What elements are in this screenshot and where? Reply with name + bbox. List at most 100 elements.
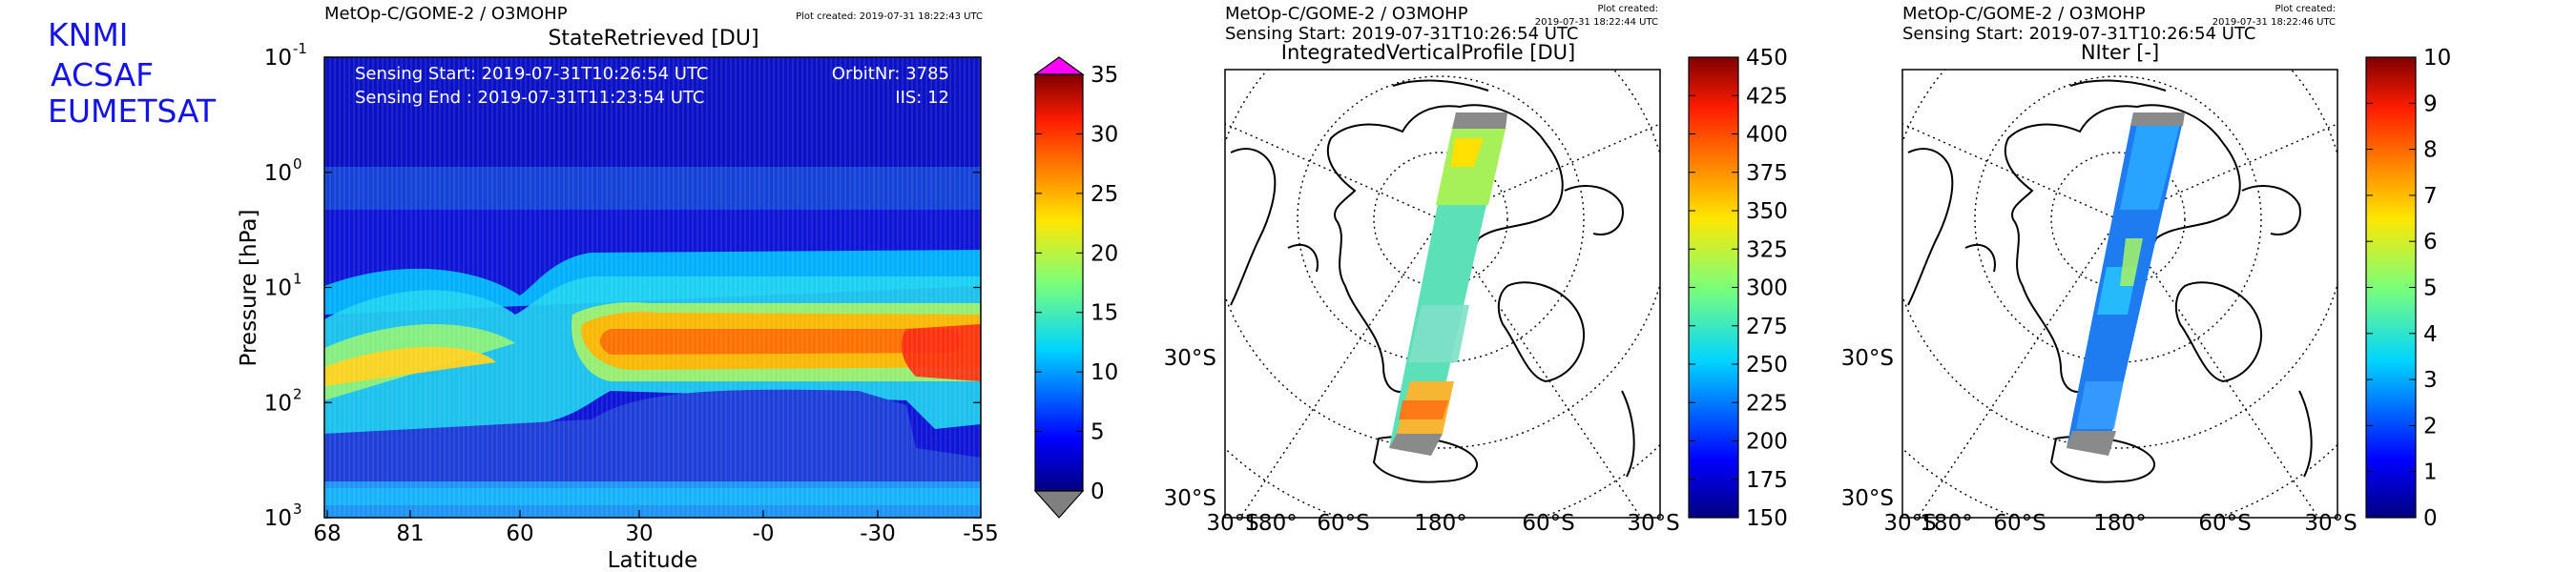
colorbar-tick-label: 20 — [1091, 241, 1118, 266]
plot-created-1: Plot created: 2019-07-31 18:22:43 UTC — [796, 11, 983, 22]
colorbar-tick-label: 0 — [1091, 480, 1105, 504]
colorbar-tick-label: 250 — [1746, 353, 1788, 378]
colorbar-tick-label: 275 — [1746, 315, 1788, 339]
colorbar-tick-label: 375 — [1746, 161, 1788, 186]
colorbar-tick-label: 25 — [1091, 182, 1118, 207]
heatmap-y-tick-label: 10 — [264, 276, 292, 301]
heatmap-panel: MetOp-C/GOME-2 / O3MOHP Plot created: 20… — [237, 4, 1118, 572]
coastlines-2 — [1907, 79, 2313, 483]
heatmap-y-tick-exponent: 0 — [293, 155, 302, 173]
colorbar-tick-label: 10 — [1091, 360, 1118, 385]
lon-label-1e: 60°S — [1522, 511, 1574, 536]
colorbar-tick-label: 4 — [2423, 322, 2438, 347]
colorbar-tick-label: 350 — [1746, 199, 1788, 224]
colorbar-tick-label: 225 — [1746, 391, 1788, 416]
colorbar-tick-label: 6 — [2423, 230, 2438, 255]
map-panel-2: MetOp-C/GOME-2 / O3MOHP Plot created: 20… — [1841, 4, 2452, 536]
colorbar-over-arrow — [1033, 56, 1085, 75]
colorbar-tick-label: 175 — [1746, 468, 1788, 493]
heatmap-ylabel: Pressure [hPa] — [237, 210, 261, 367]
colorbar-tick-label: 0 — [2423, 506, 2438, 531]
lon-label-1a: 30°S — [1206, 511, 1258, 536]
info-iis: IIS: 12 — [895, 88, 949, 108]
heatmap-x-tick-label: 60 — [506, 521, 533, 546]
colorbar-tick-label: 10 — [2423, 46, 2451, 71]
heatmap-y-tick-exponent: 3 — [293, 500, 302, 518]
lon-label-2b: 180° — [1920, 511, 1972, 536]
plot-created-3: Plot created: — [2275, 4, 2337, 14]
heatmap-xlabel: Latitude — [608, 548, 698, 572]
heatmap-x-tick-label: 30 — [625, 521, 653, 546]
heatmap-y-tick-exponent: -1 — [293, 40, 307, 57]
lon-label-1b: 180° — [1244, 511, 1297, 536]
swath-1 — [1389, 112, 1507, 456]
heatmap-x-tick-label: -0 — [753, 521, 775, 546]
heatmap-x-tick-label: -55 — [963, 521, 999, 546]
colorbar-tick-label: 400 — [1746, 123, 1788, 148]
colorbar-1: 0 5 10 15 20 25 30 35 — [1033, 56, 1118, 519]
map-panel-1: MetOp-C/GOME-2 / O3MOHP Plot created: 20… — [1164, 4, 1788, 536]
heatmap-x-ticks: 68 81 60 30 -0 -30 -55 — [313, 510, 999, 546]
colorbar-tick-label: 7 — [2423, 184, 2438, 209]
colorbar-tick-label: 325 — [1746, 237, 1788, 262]
heatmap-field — [324, 57, 981, 518]
colorbar-tick-label: 1 — [2423, 460, 2438, 485]
lat-label-2b: 30°S — [1841, 486, 1894, 511]
lon-label-2f: 30°S — [2304, 511, 2357, 536]
colorbar-tick-label: 15 — [1091, 301, 1118, 326]
colorbar-tick-label: 425 — [1746, 84, 1788, 109]
plot-created-time-2: 2019-07-31 18:22:44 UTC — [1535, 17, 1658, 28]
plot-created-time-3: 2019-07-31 18:22:46 UTC — [2212, 17, 2336, 28]
heatmap-x-tick-label: -30 — [860, 521, 896, 546]
lon-label-1d: 180° — [1414, 511, 1466, 536]
colorbar-tick-label: 8 — [2423, 138, 2438, 163]
map-field-2 — [1902, 70, 2337, 518]
org-label-acsaf: ACSAF — [51, 56, 155, 93]
colorbar-tick-label: 150 — [1746, 506, 1788, 531]
swath-2 — [2067, 112, 2185, 456]
heatmap-y-tick-label: 10 — [264, 46, 292, 71]
lon-label-1f: 30°S — [1627, 511, 1679, 536]
colorbar-2: 150 175 200 225 250 275 300 325 350 375 400 425 450 — [1688, 46, 1788, 531]
colorbar-tick-label: 30 — [1091, 122, 1118, 147]
colorbar-tick-label: 300 — [1746, 276, 1788, 301]
lon-label-1c: 60°S — [1317, 511, 1369, 536]
map-field-1 — [1225, 70, 1660, 518]
colorbar-under-arrow — [1033, 490, 1085, 519]
lat-label-2a: 30°S — [1841, 346, 1894, 371]
colorbar-tick-label: 3 — [2423, 368, 2438, 393]
heatmap-y-tick-label: 10 — [264, 506, 292, 531]
product-label-2: MetOp-C/GOME-2 / O3MOHP — [1225, 4, 1468, 24]
lat-label-1b: 30°S — [1164, 486, 1216, 511]
lon-label-2e: 60°S — [2198, 511, 2251, 536]
sensing-start-3: Sensing Start: 2019-07-31T10:26:54 UTC — [1902, 24, 2255, 44]
colorbar-tick-label: 2 — [2423, 414, 2438, 439]
heatmap-y-tick-exponent: 1 — [293, 271, 302, 288]
heatmap-y-tick-exponent: 2 — [293, 385, 302, 402]
colorbar-3: 0 1 2 3 4 5 6 7 8 9 10 — [2365, 46, 2451, 531]
colorbar-tick-label: 200 — [1746, 430, 1788, 455]
map-title-1: IntegratedVerticalProfile [DU] — [1281, 41, 1575, 64]
colorbar-tick-label: 450 — [1746, 46, 1788, 71]
info-sensing-end: Sensing End : 2019-07-31T11:23:54 UTC — [355, 88, 704, 108]
info-sensing-start: Sensing Start: 2019-07-31T10:26:54 UTC — [355, 64, 708, 84]
org-label-knmi: KNMI — [48, 16, 129, 53]
heatmap-y-tick-label: 10 — [264, 161, 292, 186]
heatmap-title: StateRetrieved [DU] — [548, 27, 758, 51]
colorbar-tick-label: 5 — [1091, 420, 1105, 445]
heatmap-x-tick-label: 81 — [396, 521, 424, 546]
lon-label-2c: 60°S — [1993, 511, 2046, 536]
product-label-3: MetOp-C/GOME-2 / O3MOHP — [1902, 4, 2146, 24]
colorbar-tick-label: 5 — [2423, 276, 2438, 301]
heatmap-x-tick-label: 68 — [313, 521, 341, 546]
org-label-eumetsat: EUMETSAT — [48, 92, 217, 130]
lon-label-2d: 180° — [2093, 511, 2146, 536]
map-title-2: NIter [-] — [2081, 41, 2159, 64]
info-orbit: OrbitNr: 3785 — [832, 64, 949, 84]
product-label-1: MetOp-C/GOME-2 / O3MOHP — [324, 4, 568, 24]
heatmap-y-tick-label: 10 — [264, 391, 292, 416]
plot-created-2: Plot created: — [1598, 4, 1659, 14]
colorbar-tick-label: 35 — [1091, 63, 1118, 88]
